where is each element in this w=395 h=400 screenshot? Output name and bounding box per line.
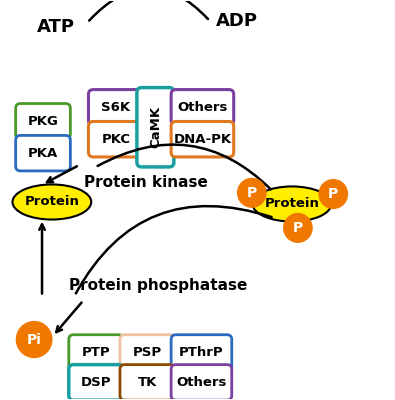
Text: S6K: S6K xyxy=(101,101,130,114)
FancyBboxPatch shape xyxy=(171,90,234,125)
FancyBboxPatch shape xyxy=(16,104,70,139)
Text: ATP: ATP xyxy=(37,18,75,36)
FancyBboxPatch shape xyxy=(171,122,234,157)
Text: Protein: Protein xyxy=(265,198,320,210)
Text: CaMK: CaMK xyxy=(149,106,162,148)
FancyBboxPatch shape xyxy=(88,122,143,157)
FancyArrowPatch shape xyxy=(98,144,271,189)
Text: DSP: DSP xyxy=(81,376,111,389)
Text: TK: TK xyxy=(137,376,157,389)
Text: PKC: PKC xyxy=(102,133,130,146)
FancyBboxPatch shape xyxy=(88,90,143,125)
Text: Pi: Pi xyxy=(27,332,41,346)
FancyBboxPatch shape xyxy=(171,365,232,400)
FancyArrowPatch shape xyxy=(89,0,208,20)
Circle shape xyxy=(17,322,52,358)
Text: Others: Others xyxy=(176,376,227,389)
Text: PSP: PSP xyxy=(133,346,162,359)
FancyArrowPatch shape xyxy=(76,206,272,293)
Text: PKG: PKG xyxy=(28,115,58,128)
Circle shape xyxy=(319,180,348,208)
Text: PTP: PTP xyxy=(82,346,111,359)
Text: P: P xyxy=(328,187,339,201)
Text: Others: Others xyxy=(177,101,228,114)
Circle shape xyxy=(284,214,312,242)
Circle shape xyxy=(238,178,266,207)
Text: DNA-PK: DNA-PK xyxy=(173,133,231,146)
Text: Protein: Protein xyxy=(24,196,79,208)
Text: Protein phosphatase: Protein phosphatase xyxy=(69,278,247,293)
Text: PKA: PKA xyxy=(28,147,58,160)
FancyBboxPatch shape xyxy=(137,88,174,167)
FancyBboxPatch shape xyxy=(171,335,232,370)
Text: Protein kinase: Protein kinase xyxy=(85,174,208,190)
Text: P: P xyxy=(247,186,257,200)
FancyBboxPatch shape xyxy=(16,136,70,171)
Ellipse shape xyxy=(13,184,91,220)
FancyBboxPatch shape xyxy=(69,365,124,400)
FancyBboxPatch shape xyxy=(120,365,175,400)
Text: ADP: ADP xyxy=(216,12,258,30)
Text: PThrP: PThrP xyxy=(179,346,224,359)
FancyBboxPatch shape xyxy=(120,335,175,370)
FancyBboxPatch shape xyxy=(69,335,124,370)
Ellipse shape xyxy=(253,186,331,222)
Text: P: P xyxy=(293,221,303,235)
